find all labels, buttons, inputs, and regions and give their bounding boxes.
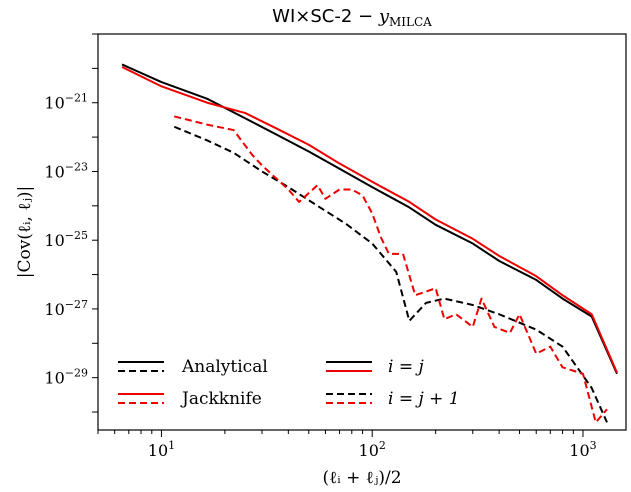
legend-label-method: Jackknife bbox=[180, 389, 262, 409]
series-line-analytical-offdiag bbox=[173, 125, 608, 423]
y-axis: 10−21 10−23 10−25 10−27 10−29 bbox=[44, 33, 98, 413]
y-tick-label: 10−25 bbox=[44, 229, 88, 250]
x-tick-label: 101 bbox=[148, 439, 175, 460]
y-tick-label: 10−21 bbox=[44, 92, 88, 113]
plot-frame bbox=[97, 33, 627, 431]
y-tick-label: 10−29 bbox=[44, 367, 88, 388]
x-axis-label: (ℓᵢ + ℓⱼ)/2 bbox=[322, 468, 401, 488]
series-line-analytical-diag bbox=[121, 63, 618, 375]
y-tick-label: 10−27 bbox=[44, 298, 88, 319]
legend-label-method: Analytical bbox=[181, 357, 268, 377]
chart-title: WI×SC-2 − yMILCA bbox=[272, 6, 432, 29]
chart-title-sub: MILCA bbox=[389, 15, 432, 29]
chart-title-var: y bbox=[378, 6, 390, 27]
plot-area bbox=[121, 63, 618, 424]
series-line-jackknife-diag bbox=[121, 66, 618, 374]
chart-title-main: WI×SC-2 − bbox=[272, 6, 379, 27]
y-axis-label: |Cov(ℓᵢ, ℓⱼ)| bbox=[15, 186, 35, 279]
x-tick-label: 103 bbox=[569, 439, 596, 460]
x-tick-label: 102 bbox=[359, 439, 386, 460]
legend-label-type: i = j bbox=[388, 357, 424, 377]
legend: Analytical Jackknife i = j i = j + 1 bbox=[118, 357, 460, 409]
x-axis: 101 102 103 bbox=[97, 430, 597, 460]
y-tick-label: 10−23 bbox=[44, 160, 88, 181]
legend-label-type: i = j + 1 bbox=[388, 389, 460, 409]
